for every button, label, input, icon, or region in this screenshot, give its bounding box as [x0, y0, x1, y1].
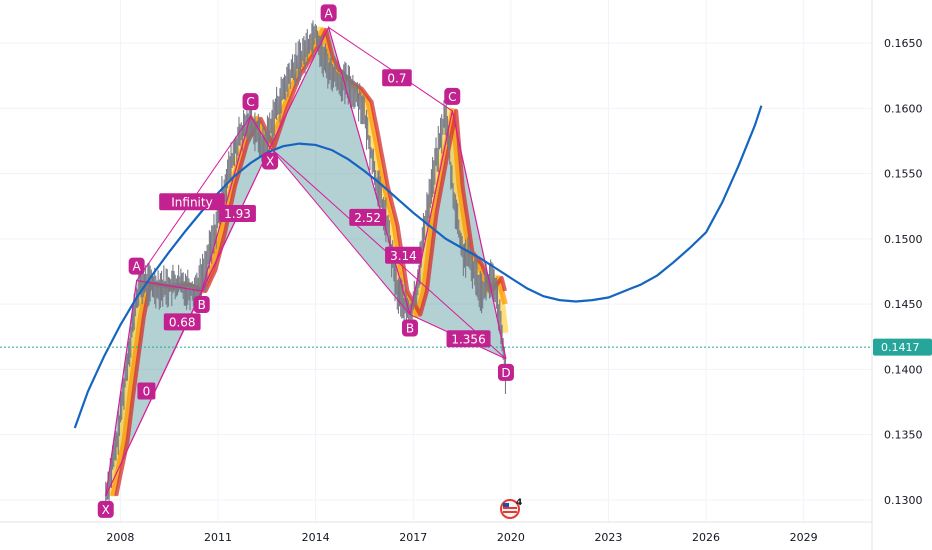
x-tick-label: 2008 — [106, 531, 134, 544]
y-axis-ticks: 0.1300 0.1350 0.1400 0.1450 0.1500 0.1550 0.16… — [884, 37, 923, 507]
x-tick-label: 2026 — [692, 531, 720, 544]
ratio-label-bg — [446, 330, 491, 348]
ratio-label-text: 3.14 — [390, 249, 417, 263]
flag-stripe — [503, 507, 517, 509]
trend-curve — [73, 105, 763, 429]
ratio-label-bg — [159, 193, 225, 211]
ratio-label: 1.93 — [219, 205, 256, 223]
ratio-label: 0 — [137, 382, 156, 400]
x-axis-ticks: 2008 2011 2014 2017 2020 2023 2026 2029 — [106, 531, 817, 544]
pattern-fill-xab — [270, 27, 410, 315]
y-tick-label: 0.1600 — [884, 102, 923, 115]
point-label-bg — [262, 152, 279, 170]
point-label: A — [320, 4, 337, 22]
pattern-labels: XABCD00.68Infinity1.93XABCD0.72.523.141.… — [97, 4, 514, 518]
point-label-bg — [320, 4, 337, 22]
point-label: B — [401, 319, 418, 337]
point-label-bg — [193, 296, 210, 314]
point-label-text: C — [246, 95, 254, 109]
point-label: D — [497, 363, 514, 381]
flag-canton — [503, 503, 509, 507]
y-tick-label: 0.1650 — [884, 37, 923, 50]
ratio-label-bg — [219, 205, 256, 223]
x-tick-label: 2029 — [790, 531, 818, 544]
point-label-bg — [497, 363, 514, 381]
y-tick-label: 0.1400 — [884, 363, 923, 376]
y-tick-label: 0.1350 — [884, 429, 923, 442]
ratio-label-bg — [137, 382, 156, 400]
point-label-bg — [97, 500, 114, 518]
ratio-label-text: 1.93 — [224, 207, 251, 221]
ratio-label-bg — [163, 313, 201, 331]
x-tick-label: 2017 — [399, 531, 427, 544]
point-label-bg — [444, 87, 461, 105]
x-tick-label: 2020 — [497, 531, 525, 544]
price-candles — [105, 20, 507, 512]
point-label: C — [444, 87, 461, 105]
ratio-label-text: Infinity — [171, 195, 212, 209]
point-label: A — [128, 257, 145, 275]
current-price-tag-bg — [873, 338, 932, 356]
y-tick-label: 0.1450 — [884, 298, 923, 311]
ratio-label-bg — [349, 208, 387, 226]
point-label-text: D — [501, 366, 510, 380]
point-label-text: C — [448, 90, 456, 104]
x-tick-label: 2014 — [302, 531, 330, 544]
point-label-text: B — [406, 322, 414, 336]
ratio-label: 3.14 — [385, 246, 422, 264]
point-label-text: A — [325, 6, 334, 20]
point-label: C — [242, 93, 259, 111]
ratio-label-text: 2.52 — [354, 211, 381, 225]
x-tick-label: 2011 — [204, 531, 232, 544]
current-price-tag: 0.1417 — [873, 338, 932, 356]
point-label-text: B — [198, 298, 206, 312]
point-label-text: A — [133, 260, 142, 274]
current-price-tag-label: 0.1417 — [881, 341, 920, 354]
point-label-bg — [401, 319, 418, 337]
flag-stripe — [503, 511, 517, 513]
logo-count: 4 — [516, 498, 522, 508]
ratio-label-bg — [382, 69, 412, 87]
y-tick-label: 0.1500 — [884, 233, 923, 246]
point-label-bg — [128, 257, 145, 275]
y-tick-label: 0.1300 — [884, 494, 923, 507]
ratio-label-text: 0 — [143, 385, 151, 399]
point-label: B — [193, 296, 210, 314]
ratio-label: Infinity — [159, 193, 225, 211]
point-label-bg — [242, 93, 259, 111]
ratio-label-text: 1.356 — [451, 332, 485, 346]
x-tick-label: 2023 — [594, 531, 622, 544]
y-tick-label: 0.1550 — [884, 168, 923, 181]
point-label: X — [97, 500, 114, 518]
point-label: X — [262, 152, 279, 170]
ratio-label-text: 0.68 — [169, 315, 196, 329]
ratio-label-text: 0.7 — [387, 71, 406, 85]
point-label-text: X — [266, 154, 274, 168]
ratio-label-bg — [385, 246, 422, 264]
pattern-leg-xb — [269, 147, 411, 315]
ratio-label: 2.52 — [349, 208, 387, 226]
pattern-leg-ac — [328, 26, 453, 112]
ratio-label: 1.356 — [446, 330, 491, 348]
ratio-label: 0.68 — [163, 313, 201, 331]
tradingview-logo[interactable]: 4 — [500, 498, 522, 519]
ratio-label: 0.7 — [382, 69, 412, 87]
point-label-text: X — [102, 503, 110, 517]
